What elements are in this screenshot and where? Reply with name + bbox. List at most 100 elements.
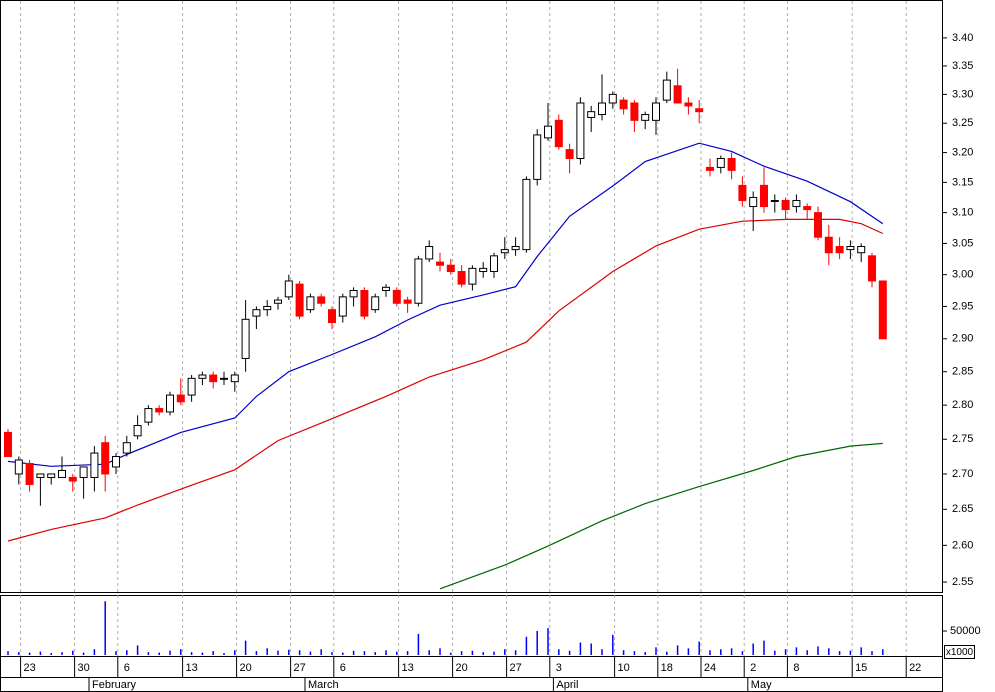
volume-bar — [82, 652, 85, 655]
candle-body — [220, 377, 228, 380]
candle-body — [576, 102, 585, 160]
candle-body — [436, 261, 444, 266]
candle-body — [47, 473, 56, 478]
candle-body — [533, 134, 542, 180]
candle-body — [716, 158, 725, 168]
volume-bar — [806, 650, 808, 655]
candle-body — [878, 280, 887, 340]
moving-average-line — [7, 218, 884, 542]
y-tick-label: 3.05 — [952, 237, 973, 249]
x-tick-label: 13 — [185, 662, 197, 674]
candle-body — [112, 456, 120, 468]
candle-body — [382, 286, 390, 291]
candle-body — [133, 425, 142, 437]
candle-body — [101, 442, 110, 475]
y-tick-label: 3.20 — [952, 146, 973, 158]
candle-body — [25, 462, 34, 485]
candle-body — [814, 212, 822, 238]
x-tick-label: 24 — [704, 662, 716, 674]
x-tick-label: 23 — [23, 662, 35, 674]
candle-body — [652, 102, 660, 121]
candle-body — [857, 246, 866, 254]
volume-bar — [579, 642, 582, 655]
volume-bar — [7, 651, 9, 655]
candle-body — [608, 93, 617, 104]
candle-body — [598, 102, 606, 116]
volume-bar — [147, 652, 150, 655]
x-tick-label: 18 — [661, 662, 673, 674]
volume-bar — [493, 651, 495, 655]
volume-bar — [72, 650, 74, 655]
volume-bar — [644, 652, 646, 655]
x-tick-label: 27 — [293, 662, 305, 674]
volume-bar — [547, 628, 549, 655]
volume-bar — [784, 649, 787, 655]
candle-body — [770, 199, 779, 202]
volume-bar — [363, 651, 366, 655]
candle-body — [738, 184, 747, 201]
volume-bar — [471, 650, 474, 655]
volume-bar — [612, 634, 614, 655]
volume-bar — [288, 649, 290, 655]
volume-bar — [255, 651, 258, 655]
x-tick-label: 10 — [617, 662, 629, 674]
candle-body — [468, 267, 477, 285]
candle-body — [511, 246, 520, 251]
volume-bar — [741, 651, 744, 655]
multiplier-label: x1000 — [946, 647, 974, 658]
x-tick-label: 20 — [239, 662, 251, 674]
month-label: March — [308, 679, 339, 691]
candle-body — [684, 102, 693, 107]
candle-body — [155, 408, 164, 413]
volume-bar — [28, 652, 31, 655]
volume-bar — [396, 651, 398, 655]
volume-bar — [460, 651, 463, 655]
candle-body — [749, 196, 758, 208]
candle-body — [619, 99, 628, 110]
candle-body — [4, 431, 12, 458]
volume-bar — [860, 647, 862, 655]
volume-bar — [698, 641, 700, 655]
y-tick-label: 3.15 — [952, 176, 973, 188]
volume-tick-label: 50000 — [950, 625, 981, 637]
volume-bar — [871, 651, 873, 655]
candle-body — [641, 114, 650, 121]
volume-bar — [374, 652, 376, 655]
volume-bar — [504, 649, 506, 655]
candle-body — [479, 267, 488, 273]
x-tick-label: 2 — [750, 662, 756, 674]
candle-body — [349, 289, 358, 298]
candle-body — [58, 469, 66, 478]
candle-body — [824, 236, 833, 254]
candle-body — [328, 309, 336, 324]
volume-bar — [709, 650, 711, 655]
volume-bar — [104, 601, 106, 655]
volume-bar — [450, 652, 452, 655]
x-tick-label: 22 — [909, 662, 921, 674]
candle-body — [554, 119, 563, 148]
volume-bar — [849, 650, 852, 655]
volume-bar — [633, 651, 636, 655]
volume-bar — [687, 648, 690, 655]
candle-body — [252, 309, 261, 317]
volume-bar — [763, 640, 765, 655]
volume-bar — [169, 650, 171, 655]
candle-body — [306, 296, 315, 311]
volume-bar — [622, 650, 625, 655]
y-tick-label: 2.55 — [952, 576, 973, 588]
volume-bar — [244, 640, 247, 655]
candle-body — [868, 255, 876, 282]
candle-body — [90, 452, 99, 478]
volume-bar — [795, 647, 798, 655]
volume-bar — [201, 652, 204, 655]
candle-body — [446, 264, 455, 273]
candle-body — [36, 473, 45, 478]
volume-bar — [61, 652, 63, 655]
y-tick-label: 2.85 — [952, 366, 973, 378]
candle-body — [695, 108, 704, 113]
candle-body — [187, 377, 196, 396]
x-tick-label: 6 — [340, 662, 346, 674]
candle-body — [166, 394, 174, 413]
volume-bar — [18, 652, 20, 655]
volume-bar — [190, 652, 193, 655]
